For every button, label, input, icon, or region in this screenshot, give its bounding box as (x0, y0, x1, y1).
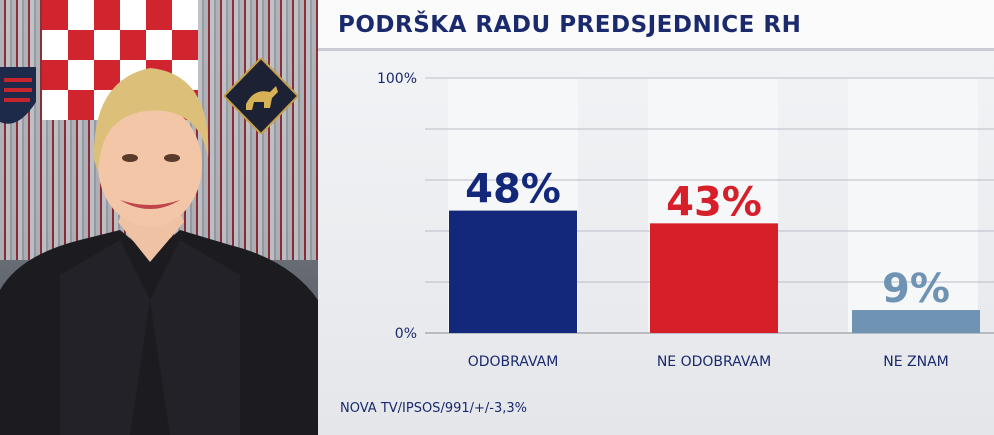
chart-panel: PODRŠKA RADU PREDSJEDNICE RH 0% 100% 48% OD… (318, 0, 994, 435)
bar-value-label: 9% (882, 266, 950, 312)
y-tick-label: 100% (377, 71, 417, 87)
goat-emblem-icon (224, 58, 298, 134)
bar-value-label: 43% (666, 179, 762, 225)
category-label: NE ODOBRAVAM (657, 354, 771, 370)
emblem-left-icon (0, 67, 36, 124)
portrait-photo (0, 0, 318, 435)
category-label: NE ZNAM (883, 354, 949, 370)
chart-title: PODRŠKA RADU PREDSJEDNICE RH (338, 12, 802, 38)
bar-chart: 0% 100% 48% ODOBRAVAM 43% NE ODOBRAVAM 9% NE ZN… (377, 71, 994, 370)
bar (650, 223, 778, 333)
title-bar: PODRŠKA RADU PREDSJEDNICE RH (318, 0, 994, 51)
woman-portrait (0, 68, 318, 435)
bar (852, 310, 980, 333)
y-tick-label: 0% (395, 326, 417, 342)
bar (449, 210, 577, 333)
source-note: NOVA TV/IPSOS/991/+/-3,3% (340, 401, 528, 416)
grid-column (848, 78, 978, 333)
category-label: ODOBRAVAM (468, 354, 559, 370)
bar-value-label: 48% (465, 167, 561, 213)
